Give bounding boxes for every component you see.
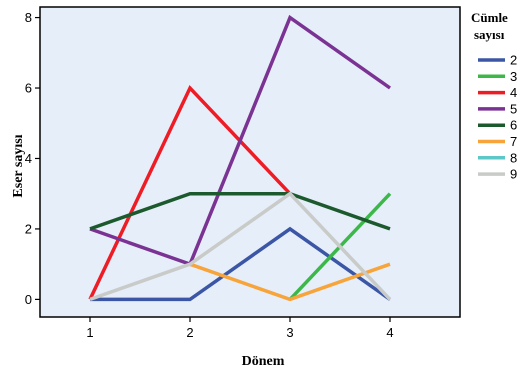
legend-label-5: 5 (510, 101, 517, 116)
x-axis-title: Dönem (242, 354, 285, 369)
y-tick-label: 4 (25, 151, 32, 166)
series-line-4 (88, 84, 292, 301)
legend-label-2: 2 (510, 53, 517, 68)
legend-label-4: 4 (510, 85, 517, 100)
series-layer (88, 14, 392, 302)
x-tick-label: 1 (86, 325, 93, 340)
series-line-2 (90, 226, 392, 302)
y-tick-label: 2 (25, 221, 32, 236)
series-line-7 (189, 262, 391, 302)
x-tick-label: 4 (386, 325, 393, 340)
series-line-9 (89, 191, 392, 302)
y-axis: 0 2 4 6 8 (25, 10, 40, 307)
legend-label-6: 6 (510, 118, 517, 133)
x-tick-label: 3 (286, 325, 293, 340)
y-axis-title: Eser sayısı (11, 134, 26, 197)
x-tick-label: 2 (186, 325, 193, 340)
legend-title-line2: sayısı (474, 27, 505, 42)
y-tick-label: 8 (25, 10, 32, 25)
y-tick-label: 0 (25, 292, 32, 307)
legend-label-3: 3 (510, 69, 517, 84)
series-line-6 (89, 191, 391, 231)
series-line-5 (89, 14, 392, 267)
legend-label-8: 8 (510, 150, 517, 165)
legend-label-7: 7 (510, 134, 517, 149)
legend-label-9: 9 (510, 167, 517, 182)
x-axis: 1 2 3 4 (86, 317, 394, 340)
legend-title-line1: Cümle (471, 10, 508, 25)
y-tick-label: 6 (25, 81, 32, 96)
